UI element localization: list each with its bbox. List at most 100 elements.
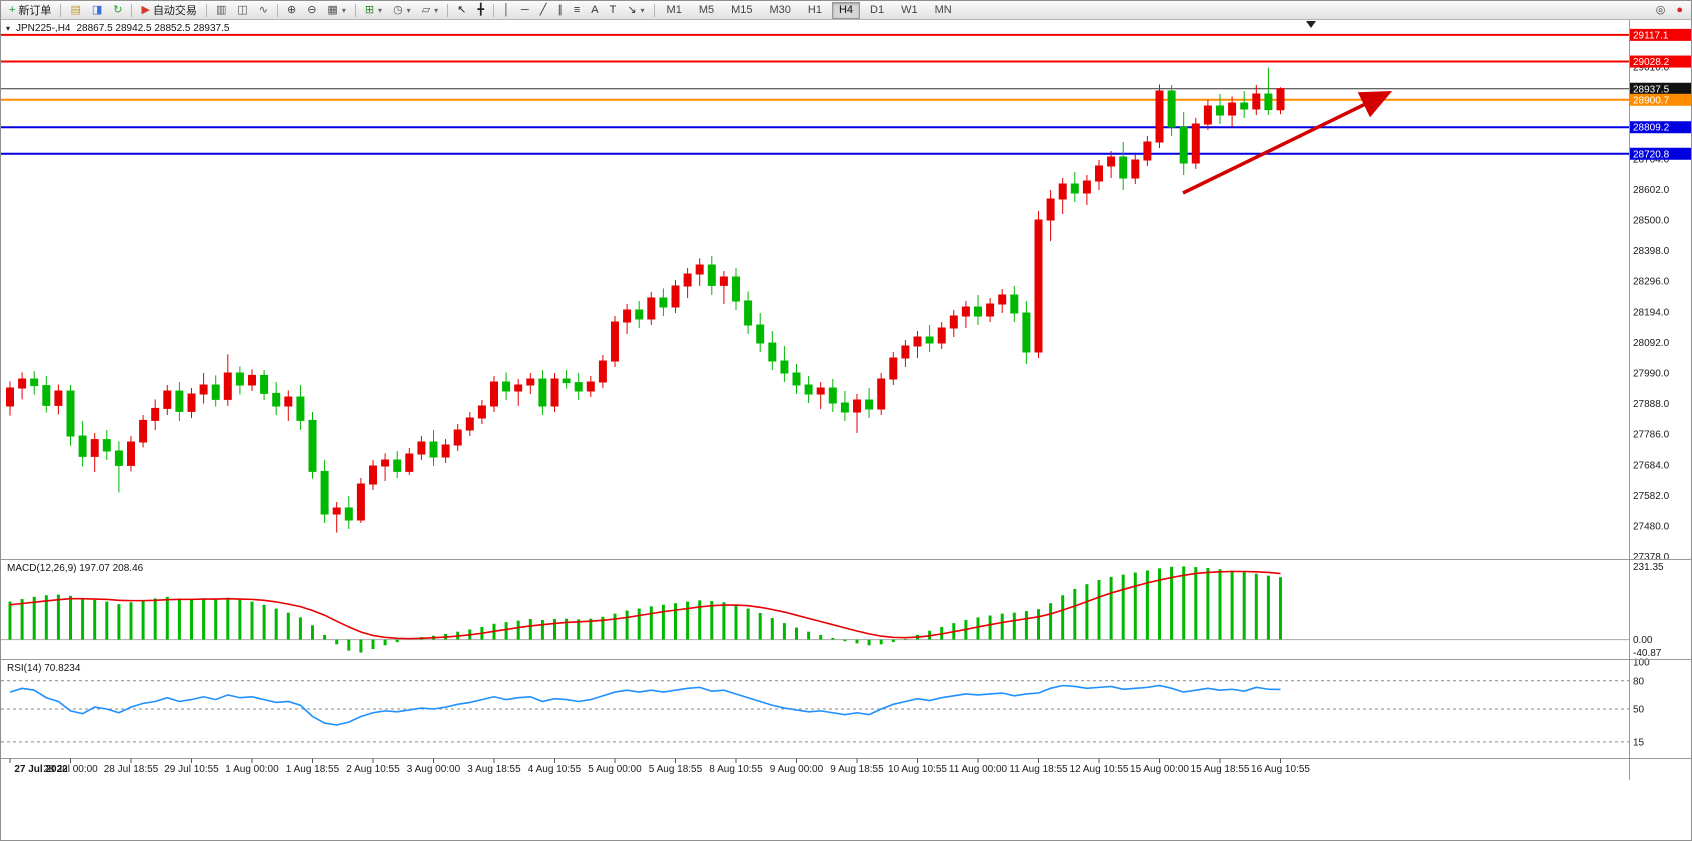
cursor-arrow-icon: ↖ <box>457 4 467 16</box>
candle-body <box>828 387 837 404</box>
candle-body <box>659 297 668 308</box>
price-axis-label: 28704.0 <box>1633 154 1670 165</box>
timeframe-w1-button[interactable]: W1 <box>901 4 918 16</box>
autotrading-button[interactable]: ▶ 自动交易 <box>136 1 201 19</box>
indicators-button[interactable]: ⊞ ▾ <box>360 1 387 19</box>
time-axis-label: 16 Aug 10:55 <box>1251 764 1310 775</box>
vertical-line-button[interactable]: │ <box>498 1 515 19</box>
candle-body <box>6 387 14 407</box>
tile-windows-button[interactable]: ▦ ▾ <box>322 1 350 19</box>
time-axis-label: 15 Aug 18:55 <box>1191 764 1250 775</box>
crosshair-button[interactable]: ╋ <box>472 1 489 19</box>
price-axis-label: 28500.0 <box>1633 216 1670 227</box>
candle-body <box>574 382 583 392</box>
templates-button[interactable]: ▱ ▾ <box>417 1 443 19</box>
candle-body <box>986 303 995 317</box>
candle-body <box>223 372 232 400</box>
periods-button[interactable]: ◷ ▾ <box>388 1 416 19</box>
candle-body <box>635 309 644 320</box>
candle-body <box>550 378 559 407</box>
text-button[interactable]: A <box>586 1 603 19</box>
rsi-axis-label: 80 <box>1633 676 1645 687</box>
horizontal-line-button[interactable]: ─ <box>516 1 534 19</box>
candle-body <box>804 384 813 395</box>
candle-body <box>1082 180 1091 194</box>
candle-body <box>1034 219 1043 353</box>
time-axis-label: 2 Aug 10:55 <box>346 764 400 775</box>
cursor-button[interactable]: ↖ <box>452 1 471 19</box>
rsi-axis-label: 100 <box>1633 658 1650 669</box>
candle-body <box>598 360 607 383</box>
search-button[interactable]: ◎ <box>1651 1 1671 19</box>
navigator-button[interactable]: ↻ <box>108 1 127 19</box>
arrows-button[interactable]: ↘ ▾ <box>622 1 649 19</box>
candle-body <box>248 374 256 386</box>
community-button[interactable]: ● <box>1671 1 1688 19</box>
price-axis-label: 27582.0 <box>1633 491 1670 502</box>
trend-arrow-object[interactable] <box>1182 90 1393 195</box>
candle-body <box>284 396 293 407</box>
candle-body <box>974 306 982 317</box>
autotrading-icon: ▶ <box>141 4 150 16</box>
timeframe-m15-button[interactable]: M15 <box>731 4 753 16</box>
time-axis-label: 5 Aug 00:00 <box>588 764 642 775</box>
candle-body <box>1107 156 1116 167</box>
chart-header: ▾ JPN225-,H4 28867.5 28942.5 28852.5 289… <box>6 23 229 34</box>
candle-body <box>683 273 692 287</box>
candle-body <box>211 384 220 400</box>
candle-body <box>562 378 571 384</box>
timeframe-h1-button[interactable]: H1 <box>807 4 822 16</box>
toolbar-separator <box>354 3 356 17</box>
market-watch-button[interactable]: ◨ <box>87 1 107 19</box>
price-badge <box>1630 55 1691 68</box>
trendline-button[interactable]: ╱ <box>535 1 552 19</box>
vertical-line-icon: │ <box>503 4 510 16</box>
timeframe-m30-button[interactable]: M30 <box>769 4 791 16</box>
rsi-axis-label: 50 <box>1633 705 1645 716</box>
time-axis-label: 1 Aug 00:00 <box>225 764 279 775</box>
candle-body <box>732 276 740 302</box>
timeframe-m1-button[interactable]: M1 <box>666 4 682 16</box>
channel-button[interactable]: ∥ <box>552 1 568 19</box>
candle-body <box>490 381 498 407</box>
candlestick-type-button[interactable]: ◫ <box>232 1 252 19</box>
macd-axis-label: 0.00 <box>1633 635 1653 646</box>
zoom-in-button[interactable]: ⊕ <box>282 1 301 19</box>
time-axis-label: 5 Aug 18:55 <box>649 764 703 775</box>
timeframe-h4-button[interactable]: H4 <box>831 1 861 19</box>
template-icon: ▱ <box>421 4 431 16</box>
symbol-dropdown-icon[interactable]: ▾ <box>6 24 11 33</box>
candlestick-icon: ◫ <box>237 4 248 16</box>
candle-body <box>925 336 934 344</box>
new-order-button[interactable]: + 新订单 <box>4 1 56 19</box>
candle-body <box>538 378 547 407</box>
line-chart-type-button[interactable]: ∿ <box>254 1 273 19</box>
candle-body <box>163 390 172 409</box>
bar-chart-type-button[interactable]: ▥ <box>211 1 231 19</box>
timeframe-m5-button[interactable]: M5 <box>698 4 715 16</box>
search-icon: ◎ <box>1655 4 1666 16</box>
time-axis-label: 28 Jul 18:55 <box>104 764 159 775</box>
candle-body <box>792 372 801 386</box>
candle-body <box>151 407 160 421</box>
zoom-in-icon: ⊕ <box>286 4 297 16</box>
arrow-object-icon: ↘ <box>627 4 637 16</box>
macd-axis-label: -40.87 <box>1633 648 1662 659</box>
toolbar-separator <box>276 3 278 17</box>
notification-dot-icon: ● <box>1676 4 1683 16</box>
candle-body <box>707 264 716 286</box>
candle-body <box>417 441 426 455</box>
crosshair-icon: ╋ <box>477 4 485 16</box>
charts-window-button[interactable]: ▤ <box>65 1 85 19</box>
text-label-button[interactable]: T <box>605 1 622 19</box>
zoom-out-button[interactable]: ⊖ <box>302 1 321 19</box>
timeframe-d1-button[interactable]: D1 <box>870 4 885 16</box>
candle-body <box>877 378 886 410</box>
market-watch-icon: ◨ <box>91 4 103 16</box>
chart-shift-marker-icon[interactable] <box>1306 21 1316 28</box>
candle-body <box>1010 294 1019 314</box>
timeframe-mn-button[interactable]: MN <box>934 4 952 16</box>
new-order-icon: + <box>9 4 16 16</box>
time-axis-label: 10 Aug 10:55 <box>888 764 947 775</box>
fibonacci-button[interactable]: ≡ <box>569 1 585 19</box>
